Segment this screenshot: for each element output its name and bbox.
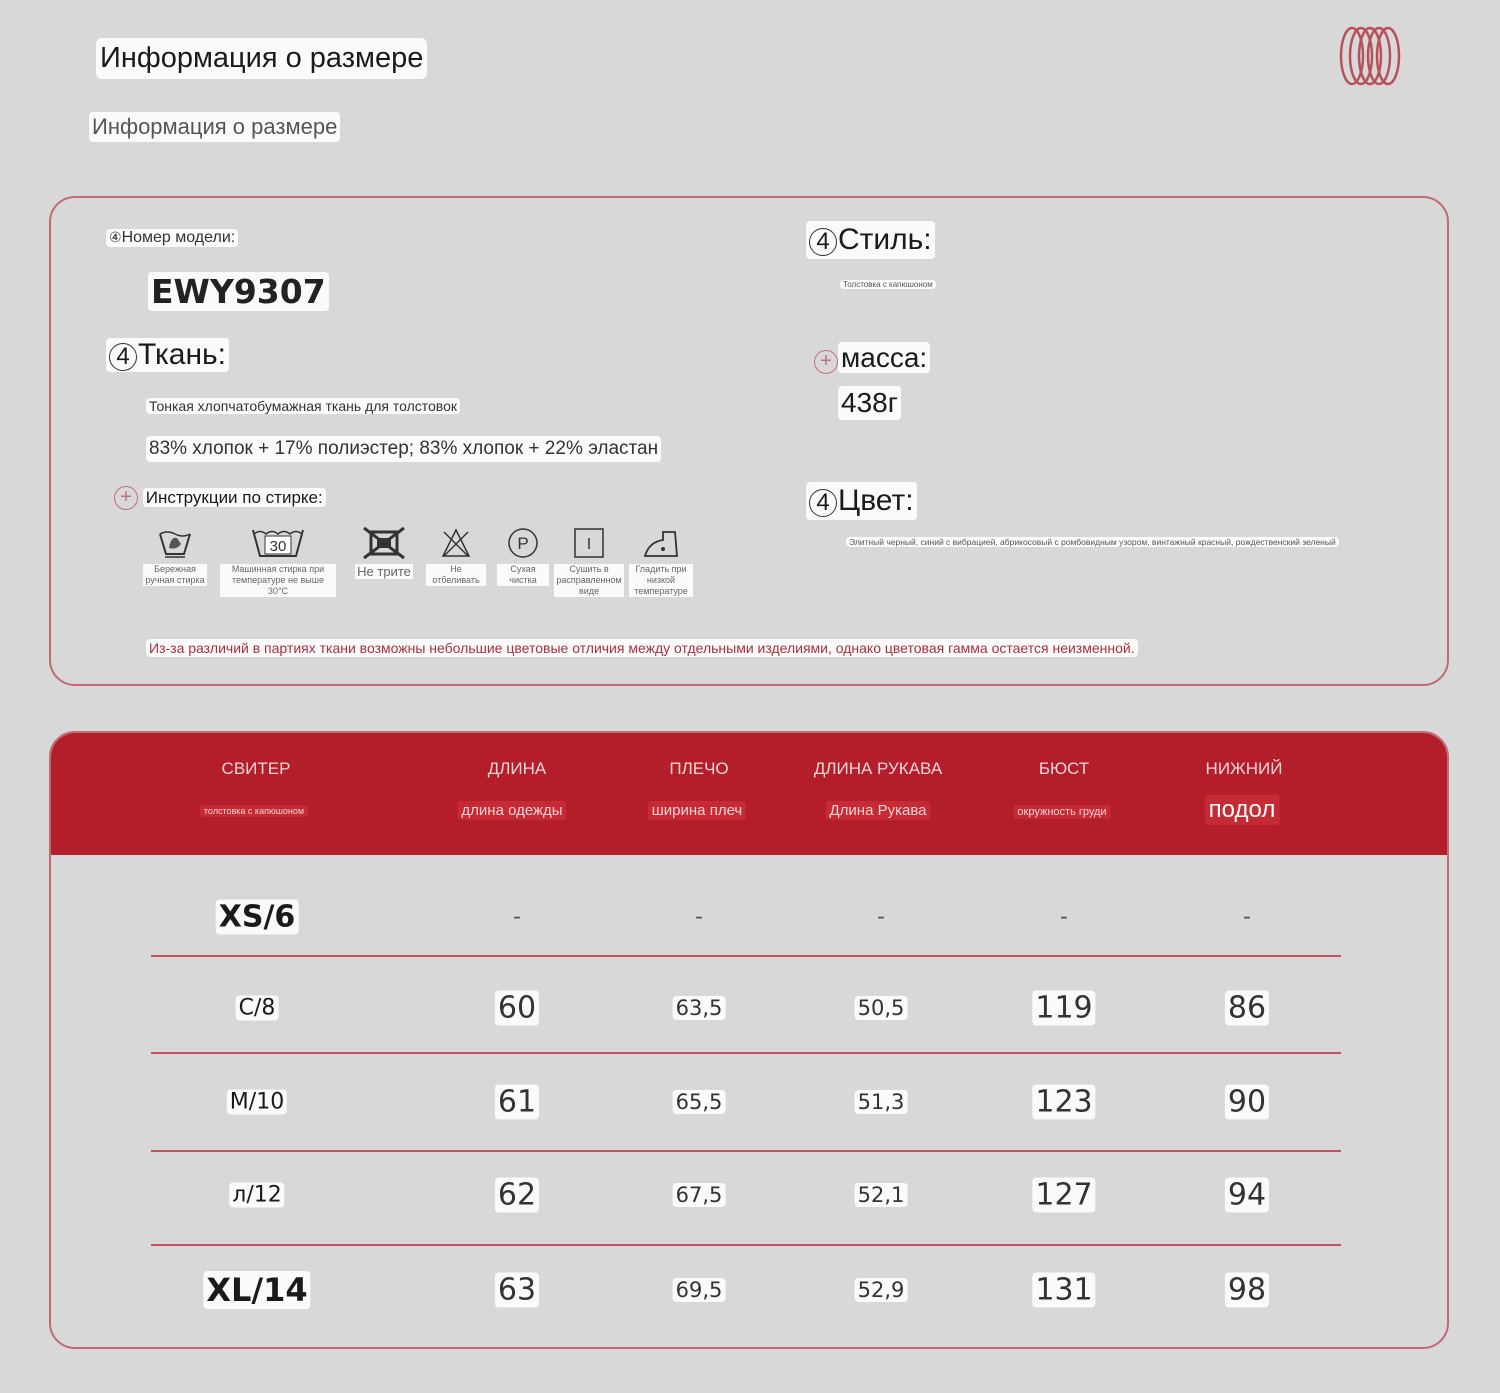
table-cell: 123 [1032,1084,1096,1120]
care-caption: Не отбеливать [426,564,486,586]
table-cell: 127 [1032,1177,1096,1213]
page-subtitle: Информация о размере [89,112,341,142]
row-divider [151,1150,1341,1152]
column-header: СВИТЕР [221,759,291,778]
table-cell: 51,3 [854,1090,908,1114]
care-icon-line-dry: I Сушить в расправленном виде [554,526,624,597]
table-cell: 65,5 [672,1090,726,1114]
do-not-tumble-icon [363,526,405,560]
table-cell: - [1060,904,1068,930]
plus-circle-icon: + [114,486,138,510]
size-label: XS/6 [215,899,299,935]
model-value: EWY9307 [148,272,329,311]
size-table-header: СВИТЕР толстовка с капюшоном ДЛИНА длина… [51,733,1447,855]
table-cell: 94 [1224,1177,1270,1213]
care-icon-iron: Гладить при низкой температуре [629,526,693,597]
care-caption: Сушить в расправленном виде [554,564,624,597]
table-cell: 63 [494,1272,540,1308]
table-cell: 62 [494,1177,540,1213]
table-cell: 90 [1224,1084,1270,1120]
size-label: С/8 [235,995,279,1021]
product-info-card [49,196,1449,686]
care-label: Инструкции по стирке: [142,488,326,507]
care-caption: Бережная ручная стирка [143,564,207,586]
table-cell: 52,1 [854,1183,908,1207]
care-icon-dry-clean: P Сухая чистка [497,526,549,586]
dry-clean-p-icon: P [508,528,538,558]
color-variation-note: Из-за различий в партиях ткани возможны … [146,639,1138,657]
model-label: ④Номер модели: [106,229,239,247]
hand-wash-icon [159,531,191,558]
column-subheader: длина одежды [457,801,567,820]
svg-text:I: I [587,536,591,553]
coil-rings-logo [1339,26,1401,86]
care-caption: Не трите [355,564,413,579]
table-cell: 67,5 [672,1183,726,1207]
fabric-label: 4 Ткань: [106,338,230,372]
care-caption: Сухая чистка [497,564,549,586]
table-cell: 50,5 [854,996,908,1020]
care-icon-wash-30: 30 Машинная стирка при температуре не вы… [220,526,336,597]
weight-label: + масса: [814,342,931,374]
circled-four-icon: 4 [809,228,837,256]
line-dry-icon: I [574,528,604,558]
wash-30-icon: 30 [252,529,304,557]
do-not-bleach-icon [441,528,471,557]
table-cell: 131 [1032,1272,1096,1308]
row-divider [151,1244,1341,1246]
column-header: БЮСТ [1038,759,1090,778]
column-subheader: толстовка с капюшоном [199,805,309,817]
row-divider [151,1052,1341,1054]
table-cell: - [695,904,703,930]
table-cell: 69,5 [672,1278,726,1302]
column-subheader: ширина плеч [647,801,747,820]
style-label: 4 Стиль: [806,221,935,259]
table-cell: 60 [494,990,540,1026]
table-cell: - [877,904,885,930]
size-label: М/10 [226,1089,288,1115]
table-cell: 63,5 [672,996,726,1020]
size-table: СВИТЕР толстовка с капюшоном ДЛИНА длина… [49,731,1449,1349]
column-subheader: Длина Рукава [825,801,931,820]
svg-text:P: P [517,534,528,553]
column-header: НИЖНИЙ [1205,759,1283,778]
column-header: ДЛИНА РУКАВА [813,759,943,778]
table-cell: 119 [1032,990,1096,1026]
care-caption: Гладить при низкой температуре [629,564,693,597]
table-cell: 98 [1224,1272,1270,1308]
fabric-description: Тонкая хлопчатобумажная ткань для толсто… [146,398,460,414]
color-label: 4 Цвет: [806,482,917,520]
circled-four-icon: 4 [109,343,137,371]
column-subheader: подол [1204,795,1280,825]
style-value: Толстовка с капюшоном [840,280,936,289]
svg-text:30: 30 [270,538,287,555]
column-subheader: окружность груди [1013,805,1111,819]
table-cell: - [513,904,521,930]
table-cell: - [1243,904,1251,930]
table-cell: 86 [1224,990,1270,1026]
page-title: Информация о размере [96,38,428,79]
color-value: Элитный черный, синий с вибрацией, абрик… [846,537,1339,547]
care-label-row: + Инструкции по стирке: [114,486,326,510]
care-icon-hand-wash: Бережная ручная стирка [143,526,207,586]
column-header: ПЛЕЧО [669,759,729,778]
care-icon-do-not-bleach: Не отбеливать [426,526,486,586]
weight-value: 438г [838,386,901,420]
care-icon-do-not-rub: Не трите [354,526,414,579]
iron-low-icon [643,531,678,557]
size-label: л/12 [229,1182,285,1208]
size-label: XL/14 [203,1271,311,1309]
table-cell: 61 [494,1084,540,1120]
care-caption: Машинная стирка при температуре не выше … [220,564,336,597]
circled-four-icon: 4 [809,489,837,517]
plus-circle-icon: + [814,350,838,374]
row-divider [151,955,1341,957]
fabric-composition: 83% хлопок + 17% полиэстер; 83% хлопок +… [146,436,662,462]
table-cell: 52,9 [854,1278,908,1302]
column-header: ДЛИНА [487,759,547,778]
